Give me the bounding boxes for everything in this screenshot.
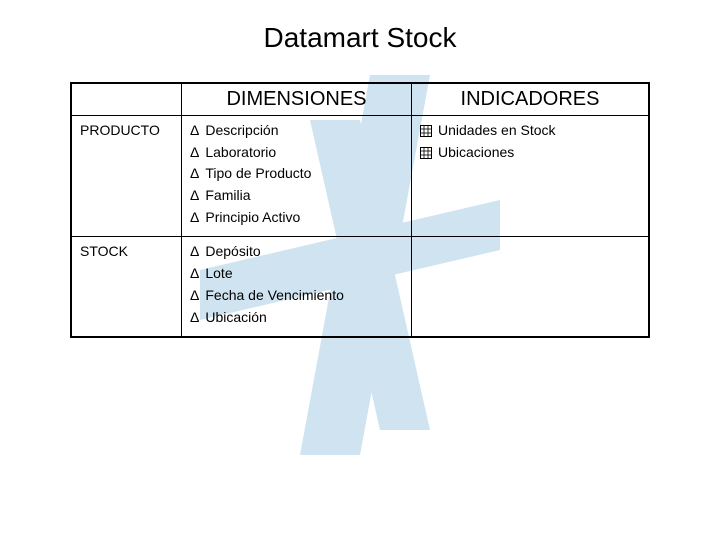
list-item: Unidades en Stock — [420, 120, 640, 142]
list-item: Δ Lote — [190, 263, 403, 285]
table-row: STOCK Δ Depósito Δ Lote Δ Fecha de Vencimie… — [72, 236, 648, 336]
table-row: PRODUCTO Δ Descripción Δ Laboratorio Δ Tipo… — [72, 115, 648, 236]
category-label: STOCK — [72, 237, 182, 336]
delta-icon: Δ — [190, 241, 199, 263]
grid-square-icon — [420, 125, 432, 137]
delta-icon: Δ — [190, 142, 199, 164]
delta-icon: Δ — [190, 163, 199, 185]
list-item: Δ Descripción — [190, 120, 403, 142]
delta-icon: Δ — [190, 207, 199, 229]
grid-square-icon — [420, 147, 432, 159]
indicator-label: Unidades en Stock — [438, 120, 556, 142]
list-item: Δ Tipo de Producto — [190, 163, 403, 185]
dimension-label: Descripción — [205, 120, 278, 142]
datamart-table: DIMENSIONES INDICADORES PRODUCTO Δ Descri… — [70, 82, 650, 338]
dimension-label: Fecha de Vencimiento — [205, 285, 344, 307]
dimension-label: Depósito — [205, 241, 260, 263]
dimension-label: Principio Activo — [205, 207, 300, 229]
header-empty — [72, 84, 182, 115]
header-indicadores: INDICADORES — [412, 84, 648, 115]
delta-icon: Δ — [190, 307, 199, 329]
dimension-label: Lote — [205, 263, 232, 285]
dimensions-cell: ΔDepósito ΔLote ΔFecha de Vencimiento ΔU… — [182, 237, 412, 336]
category-label: PRODUCTO — [72, 116, 182, 236]
list-item: Δ Depósito — [190, 241, 403, 263]
list-item: Δ Familia — [190, 185, 403, 207]
list-item: Δ Laboratorio — [190, 142, 403, 164]
header-dimensiones: DIMENSIONES — [182, 84, 412, 115]
indicators-cell — [412, 237, 648, 336]
dimension-label: Ubicación — [205, 307, 266, 329]
delta-icon: Δ — [190, 285, 199, 307]
indicators-cell: Unidades en Stock Ubicaciones — [412, 116, 648, 236]
dimension-label: Laboratorio — [205, 142, 276, 164]
list-item: Δ Principio Activo — [190, 207, 403, 229]
delta-icon: Δ — [190, 185, 199, 207]
page-title: Datamart Stock — [0, 0, 720, 82]
list-item: Ubicaciones — [420, 142, 640, 164]
dimensions-cell: Δ Descripción Δ Laboratorio Δ Tipo de Produ… — [182, 116, 412, 236]
delta-icon: Δ — [190, 263, 199, 285]
indicator-label: Ubicaciones — [438, 142, 514, 164]
delta-icon: Δ — [190, 120, 199, 142]
dimension-label: Tipo de Producto — [205, 163, 311, 185]
list-item: Δ Fecha de Vencimiento — [190, 285, 403, 307]
dimension-label: Familia — [205, 185, 250, 207]
list-item: Δ Ubicación — [190, 307, 403, 329]
table-header-row: DIMENSIONES INDICADORES — [72, 84, 648, 115]
